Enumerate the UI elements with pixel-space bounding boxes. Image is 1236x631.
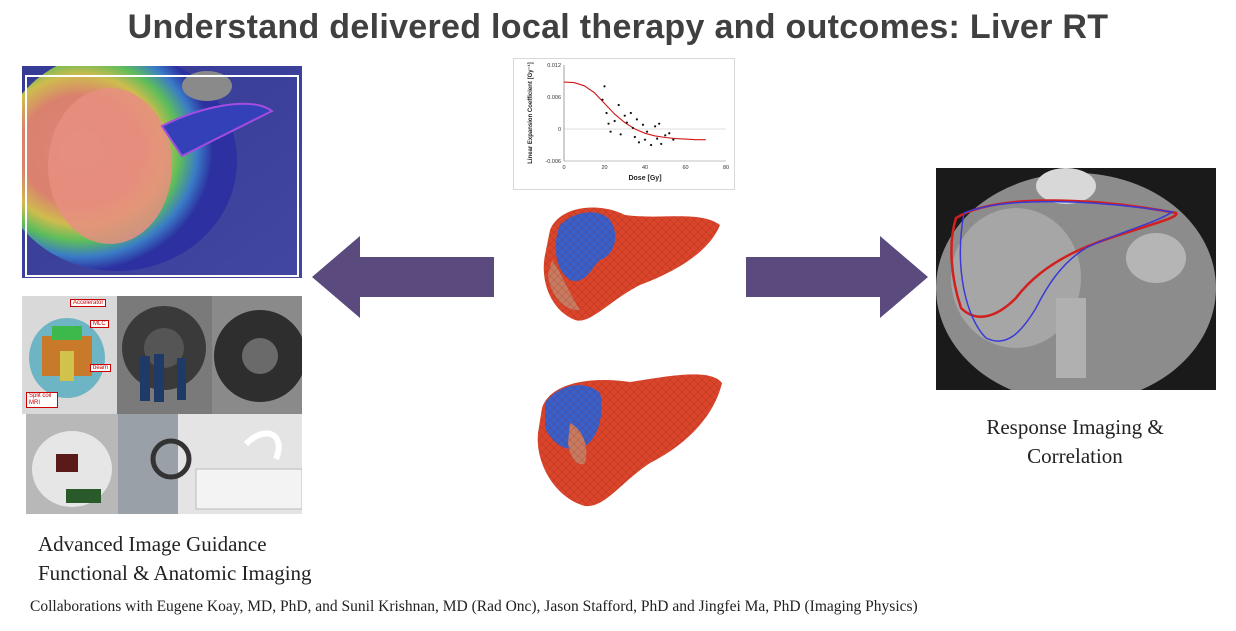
right-arrow [746,236,928,318]
data-point [605,111,608,115]
y-tick-label: 0 [558,127,561,133]
beam-label: beam [90,364,112,372]
x-tick-label: 80 [723,165,729,171]
response-ct-image [936,168,1216,390]
data-point [660,142,663,146]
mri-linac-photos: Accelerator MLC beam Split coil MRI [22,296,302,414]
left-arrow [312,236,494,318]
liver-mesh-top [543,207,720,321]
footer-collaborations: Collaborations with Eugene Koay, MD, PhD… [30,598,918,615]
left-caption: Advanced Image Guidance Functional & Ana… [38,530,312,588]
data-point [625,121,628,124]
y-tick-label: 0.012 [547,63,561,69]
data-point [623,114,626,117]
y-tick-label: -0.006 [545,159,561,165]
dose-overlay-ct-image [22,66,302,278]
data-point [631,126,634,130]
data-point [633,135,636,139]
accelerator-label: Accelerator [70,299,107,307]
data-point [601,98,604,101]
data-point [658,122,661,125]
right-caption-line1: Response Imaging & [986,415,1164,439]
page-title: Understand delivered local therapy and o… [127,8,1109,46]
fit-curve [563,81,706,141]
x-tick-label: 60 [682,165,688,171]
x-tick-label: 0 [562,165,565,171]
data-point [654,125,657,128]
y-axis-label: Linear Expansion Coefficient [Gy⁻¹] [527,62,534,164]
split-coil-label: Split coil MRI [26,392,58,408]
right-caption: Response Imaging & Correlation [955,413,1195,471]
x-tick-label: 20 [601,165,607,171]
data-point [664,134,667,137]
data-point [656,137,659,140]
data-point [619,133,622,136]
data-point [637,141,641,144]
data-point [617,103,620,107]
left-caption-line2: Functional & Anatomic Imaging [38,561,312,585]
data-point [629,111,632,115]
x-axis-label: Dose [Gy] [628,175,661,182]
mlc-label: MLC [90,320,109,328]
data-point [607,122,610,125]
data-point [668,132,671,135]
right-caption-line2: Correlation [1027,444,1123,468]
data-point [649,143,653,147]
data-point [641,123,645,126]
data-point [635,118,638,121]
data-point [603,85,606,88]
liver-mesh-bottom [537,374,722,507]
dose-response-chart: 0.012 0.006 0 -0.006 0 20 40 60 80 Dose [Gy] Linea… [513,58,735,190]
data-point [645,130,649,133]
y-tick-label: 0.006 [547,95,561,101]
x-tick-label: 40 [642,165,648,171]
lab-photos [26,414,302,514]
data-point [613,119,616,123]
data-point [643,138,647,141]
data-point [609,130,612,133]
data-point [672,138,675,141]
left-caption-line1: Advanced Image Guidance [38,532,267,556]
